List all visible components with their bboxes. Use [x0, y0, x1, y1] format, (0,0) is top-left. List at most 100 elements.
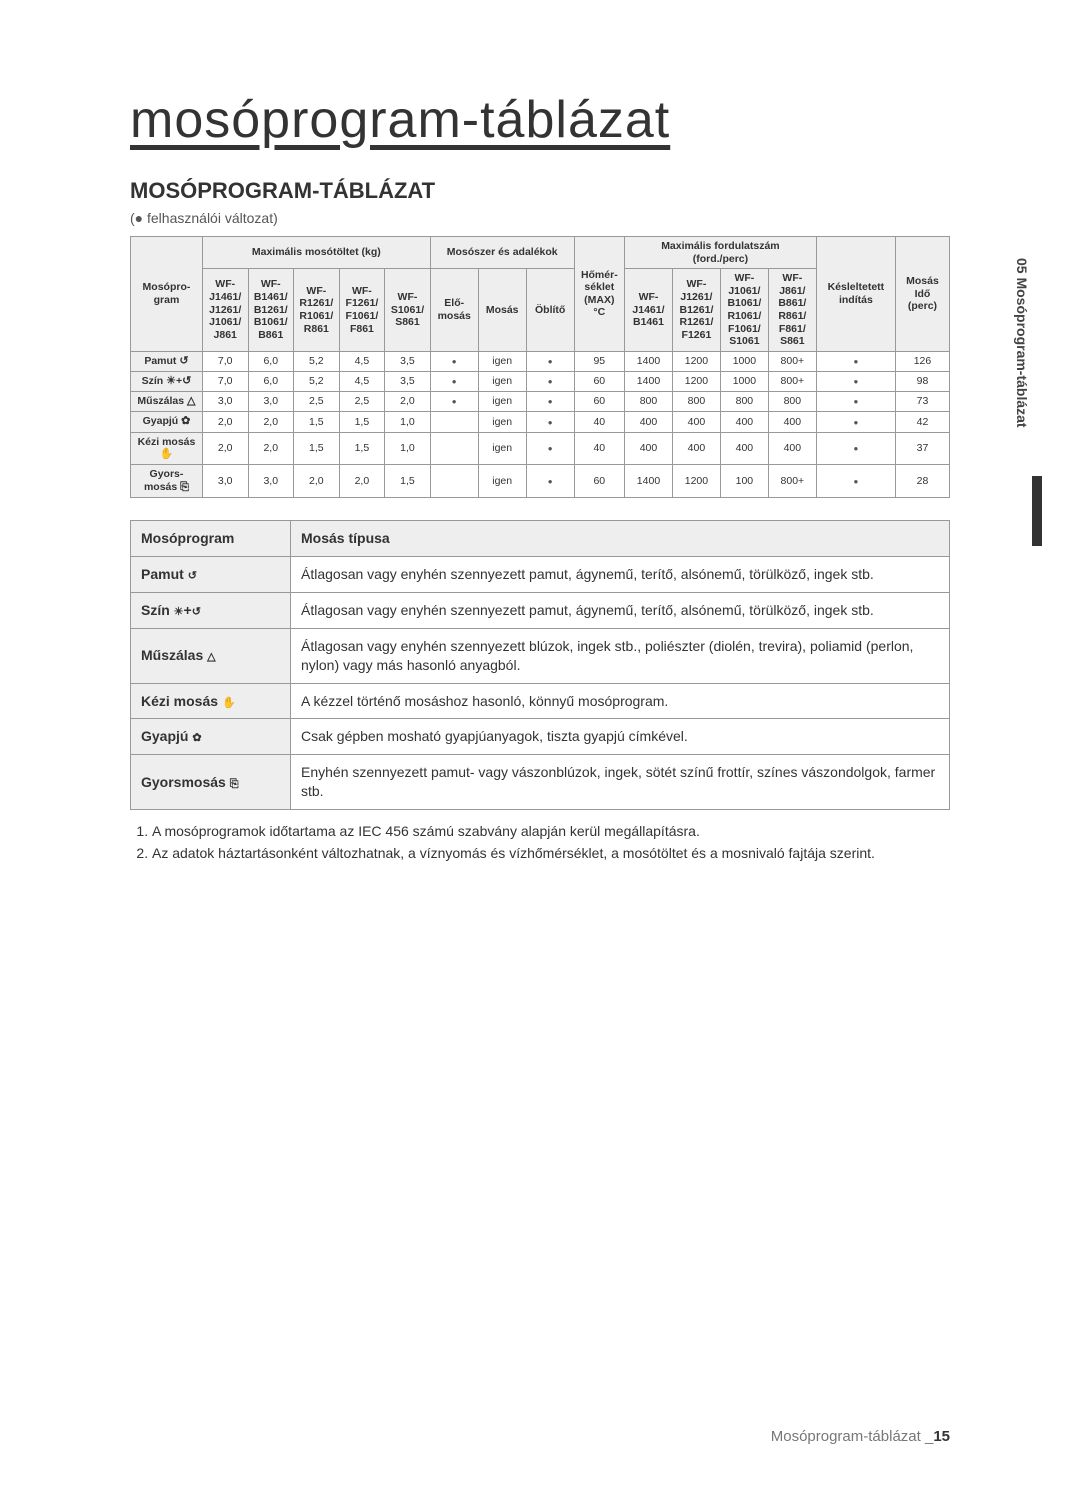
dot-icon: [853, 355, 858, 367]
cell-load: 1,0: [385, 412, 431, 432]
cell-det: [430, 465, 478, 498]
desc-text: Csak gépben mosható gyapjúanyagok, tiszt…: [291, 719, 950, 755]
cell-delay: [816, 392, 895, 412]
cell-load: 3,0: [248, 392, 294, 412]
cell-load: 2,0: [294, 465, 340, 498]
hdr-load-4: WF-S1061/S861: [385, 269, 431, 352]
cell-delay: [816, 432, 895, 465]
cell-det: [430, 351, 478, 371]
cell-det: igen: [478, 351, 526, 371]
hdr-spin-0: WF-J1461/B1461: [625, 269, 673, 352]
side-tab: 05 Mosóprogram-táblázat: [1014, 258, 1030, 428]
dot-icon: [853, 475, 858, 487]
table-row: Gyapjú 2,02,01,51,51,0igen40400400400400…: [131, 412, 950, 432]
cell-spin: 400: [672, 432, 720, 465]
dot-icon: [853, 442, 858, 454]
cell-load: 2,0: [202, 432, 248, 465]
cell-delay: [816, 371, 895, 391]
hdr-spin-2: WF-J1061/B1061/R1061/F1061/S1061: [720, 269, 768, 352]
cell-spin: 100: [720, 465, 768, 498]
notes-list: A mosóprogramok időtartama az IEC 456 sz…: [130, 822, 950, 863]
cell-temp: 60: [574, 392, 624, 412]
cell-det: [526, 432, 574, 465]
cell-load: 1,5: [339, 412, 385, 432]
desc-text: A kézzel történő mosáshoz hasonló, könny…: [291, 683, 950, 719]
dot-icon: [853, 416, 858, 428]
cell-temp: 40: [574, 412, 624, 432]
cell-time: 37: [895, 432, 949, 465]
cell-load: 7,0: [202, 351, 248, 371]
footer-page: 15: [933, 1428, 950, 1445]
cell-load: 3,5: [385, 371, 431, 391]
table-row: Pamut Átlagosan vagy enyhén szennyezett …: [131, 556, 950, 592]
cell-spin: 400: [720, 412, 768, 432]
cotton-icon: [179, 355, 188, 367]
note-item: Az adatok háztartásonként változhatnak, …: [152, 844, 950, 864]
tri-icon: [187, 395, 195, 407]
spec-table-container: Mosópro-gramMaximális mosótöltet (kg)Mos…: [130, 236, 950, 498]
cell-load: 1,5: [339, 432, 385, 465]
cell-det: igen: [478, 432, 526, 465]
cell-spin: 400: [625, 432, 673, 465]
cell-spin: 1000: [720, 371, 768, 391]
cell-time: 42: [895, 412, 949, 432]
side-tab-marker: [1032, 476, 1042, 546]
cotton-icon: [188, 566, 197, 582]
cell-temp: 40: [574, 432, 624, 465]
cell-det: igen: [478, 392, 526, 412]
hdr-spin-1: WF-J1261/B1261/R1261/F1261: [672, 269, 720, 352]
cell-load: 3,0: [202, 465, 248, 498]
prog-name: Gyors-mosás: [131, 465, 203, 498]
table-row: Szín +Átlagosan vagy enyhén szennyezett …: [131, 592, 950, 628]
cell-det: [430, 432, 478, 465]
prog-name: Gyapjú: [131, 412, 203, 432]
table-row: Kézi mosás A kézzel történő mosáshoz has…: [131, 683, 950, 719]
cell-spin: 800: [720, 392, 768, 412]
ball-icon: [192, 728, 201, 744]
dot-icon: [548, 375, 553, 387]
tri-icon: [207, 647, 215, 663]
cell-load: 2,5: [339, 392, 385, 412]
cell-time: 73: [895, 392, 949, 412]
cell-delay: [816, 412, 895, 432]
hdr-det-2: Öblítő: [526, 269, 574, 352]
cell-det: igen: [478, 371, 526, 391]
footer: Mosóprogram-táblázat _15: [771, 1428, 950, 1445]
hdr-det-1: Mosás: [478, 269, 526, 352]
cotton-icon: [182, 375, 191, 387]
cell-spin: 800: [625, 392, 673, 412]
table-row: Műszálas 3,03,02,52,52,0igen608008008008…: [131, 392, 950, 412]
cell-det: [430, 371, 478, 391]
hdr-temp: Hőmér-séklet(MAX)°C: [574, 237, 624, 352]
dot-icon: [548, 475, 553, 487]
cell-spin: 400: [672, 412, 720, 432]
desc-text: Átlagosan vagy enyhén szennyezett pamut,…: [291, 592, 950, 628]
table-row: Gyors-mosás 3,03,02,02,01,5igen601400120…: [131, 465, 950, 498]
dot-icon: [548, 395, 553, 407]
dot-icon: [548, 442, 553, 454]
cell-spin: 800: [672, 392, 720, 412]
cell-load: 6,0: [248, 351, 294, 371]
sun-icon: [174, 602, 184, 618]
hdr-program: Mosópro-gram: [131, 237, 203, 352]
hdr-load-1: WF-B1461/B1261/B1061/B861: [248, 269, 294, 352]
desc-hdr-type: Mosás típusa: [291, 521, 950, 557]
cell-load: 3,5: [385, 351, 431, 371]
footer-text: Mosóprogram-táblázat _: [771, 1428, 934, 1445]
hdr-spin-3: WF-J861/B861/R861/F861/S861: [768, 269, 816, 352]
cell-load: 6,0: [248, 371, 294, 391]
hdr-detergent-group: Mosószer és adalékok: [430, 237, 574, 269]
prog-name: Kézi mosás: [131, 432, 203, 465]
cell-load: 2,0: [385, 392, 431, 412]
cell-spin: 800+: [768, 465, 816, 498]
hdr-load-2: WF-R1261/R1061/R861: [294, 269, 340, 352]
desc-table-container: MosóprogramMosás típusaPamut Átlagosan v…: [130, 520, 950, 810]
table-row: Pamut 7,06,05,24,53,5igen951400120010008…: [131, 351, 950, 371]
cell-spin: 400: [768, 432, 816, 465]
cell-delay: [816, 351, 895, 371]
desc-label: Gyapjú: [131, 719, 291, 755]
cell-det: [526, 392, 574, 412]
hand-icon: [222, 693, 236, 709]
quick-icon: [230, 774, 239, 790]
desc-label: Kézi mosás: [131, 683, 291, 719]
